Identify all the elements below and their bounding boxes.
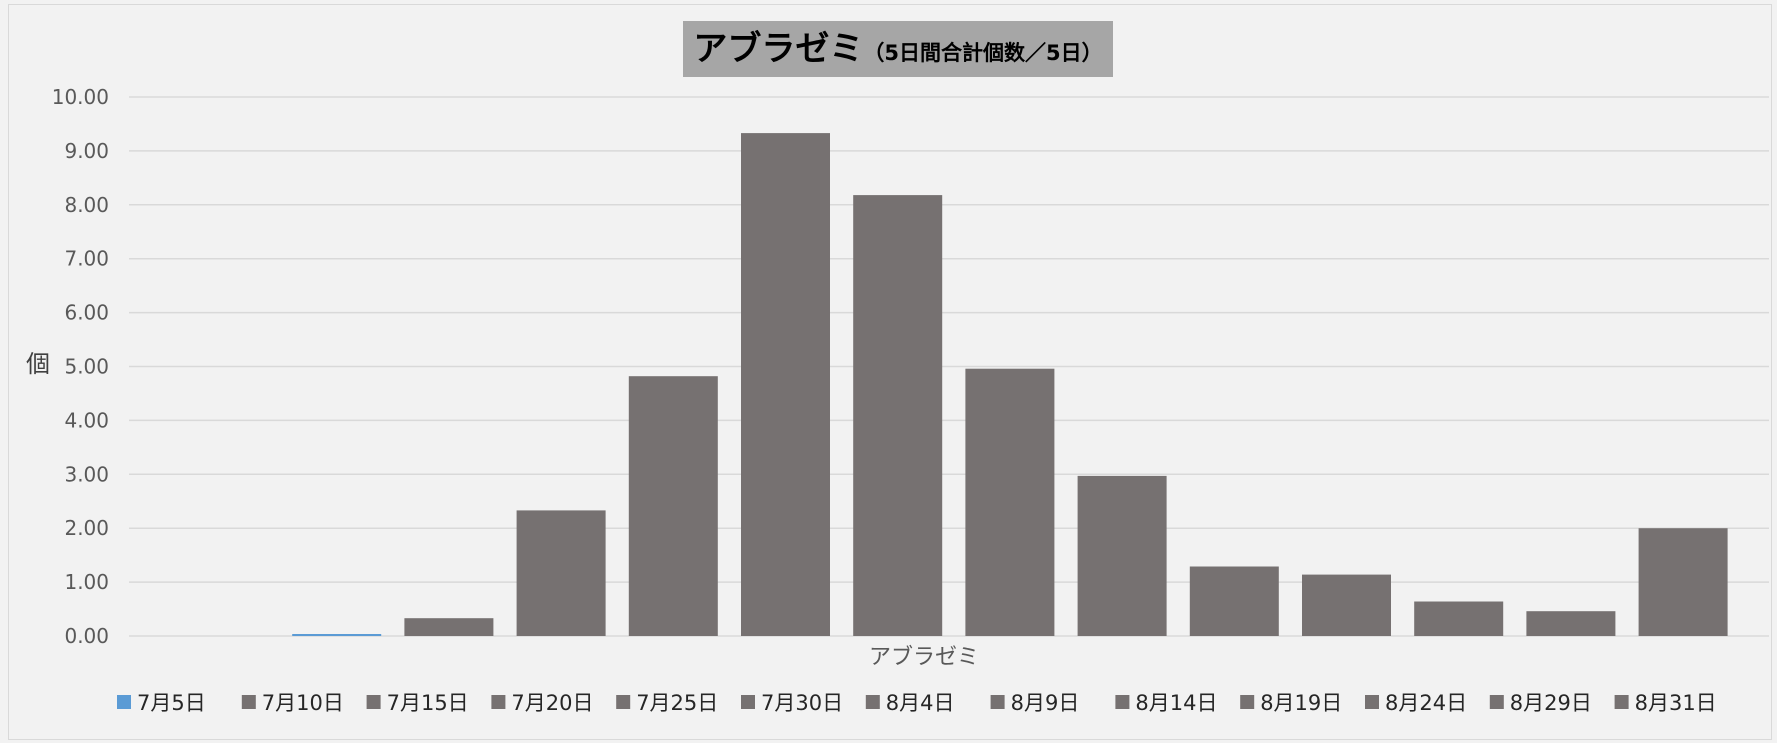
chart-svg: アブラゼミ（5日間合計個数／5日） 0.001.002.003.004.005.… <box>26 21 1769 715</box>
bar <box>853 195 943 636</box>
bar <box>741 133 830 636</box>
y-tick-label: 2.00 <box>64 516 109 540</box>
legend-swatch <box>741 695 755 709</box>
bar <box>1414 601 1504 636</box>
legend-label: 8月29日 <box>1510 691 1592 715</box>
legend-swatch <box>117 695 131 709</box>
bar <box>292 634 382 636</box>
legend-label: 8月9日 <box>1011 691 1080 715</box>
legend-swatch <box>1614 695 1629 709</box>
y-tick-label: 8.00 <box>64 193 109 217</box>
x-axis-label: アブラゼミ <box>869 645 979 670</box>
legend-swatch <box>1365 695 1379 709</box>
legend-label: 8月31日 <box>1635 691 1717 715</box>
legend-swatch <box>366 695 381 709</box>
legend-label: 8月19日 <box>1260 691 1342 715</box>
title-group: アブラゼミ（5日間合計個数／5日） <box>683 21 1113 77</box>
legend-label: 7月20日 <box>511 691 593 715</box>
y-tick-label: 0.00 <box>64 624 109 648</box>
chart-title: アブラゼミ <box>693 29 863 69</box>
chart-frame: アブラゼミ（5日間合計個数／5日） 0.00 1.00 2.00 3.00 4.00 5.… <box>8 4 1772 740</box>
bar <box>1302 574 1391 636</box>
y-tick-label: 7.00 <box>64 247 109 271</box>
legend-swatch <box>865 695 880 709</box>
legend-label: 7月10日 <box>262 691 344 715</box>
title-box <box>683 21 1113 77</box>
legend-swatch <box>990 695 1005 709</box>
legend-label: 7月25日 <box>636 691 718 715</box>
legend-swatch <box>241 695 256 709</box>
bars <box>292 133 1728 636</box>
y-tick-label: 10.00 <box>52 85 109 109</box>
legend-label: 8月14日 <box>1135 691 1217 715</box>
bar <box>1638 528 1728 636</box>
y-tick-label: 5.00 <box>64 355 109 379</box>
gridlines <box>129 96 1769 637</box>
y-tick-label: 9.00 <box>64 139 109 163</box>
legend-label: 7月5日 <box>137 691 206 715</box>
legend-swatch <box>616 695 631 709</box>
y-tick-label: 4.00 <box>64 408 109 432</box>
y-axis-ticks: 0.00 1.00 2.00 3.00 4.00 5.00 6.00 7.00 8.00 9.00… <box>52 85 109 648</box>
bar <box>1189 566 1279 636</box>
legend-label: 8月4日 <box>886 691 955 715</box>
y-axis-label: 個 <box>26 350 50 378</box>
legend-swatch <box>1115 695 1130 709</box>
bar <box>516 510 606 636</box>
legend: 7月5日 7月10日 7月15日 7月20日 7月25日 7月30日 8月4日 8月9日 8月1… <box>117 691 1717 715</box>
legend-swatch <box>1489 695 1504 709</box>
legend-swatch <box>491 695 506 709</box>
bar <box>1077 475 1167 636</box>
bar <box>1526 611 1616 636</box>
chart-subtitle: （5日間合計個数／5日） <box>863 41 1102 65</box>
legend-swatch <box>1240 695 1255 709</box>
legend-label: 7月15日 <box>387 691 469 715</box>
bar <box>628 376 718 636</box>
bar <box>965 368 1055 636</box>
bar <box>404 618 494 636</box>
svg-text:アブラゼミ（5日間合計個数／5日）: アブラゼミ（5日間合計個数／5日） <box>693 29 1102 69</box>
legend-label: 8月24日 <box>1385 691 1467 715</box>
y-tick-label: 3.00 <box>64 462 109 486</box>
y-tick-label: 6.00 <box>64 301 109 325</box>
y-tick-label: 1.00 <box>64 570 109 594</box>
legend-label: 7月30日 <box>761 691 843 715</box>
